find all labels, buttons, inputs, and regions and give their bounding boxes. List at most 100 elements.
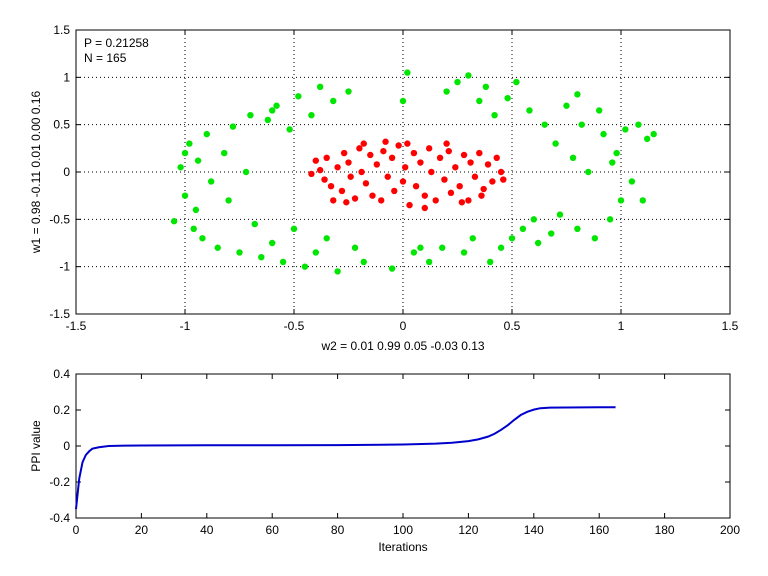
scatter-point	[347, 173, 354, 180]
scatter-point	[410, 149, 418, 157]
scatter-point	[465, 197, 472, 204]
scatter-point	[596, 107, 603, 114]
scatter-point	[556, 211, 564, 218]
scatter-point	[404, 69, 411, 76]
scatter-point	[225, 197, 232, 204]
scatter-point	[192, 206, 200, 214]
scatter-point	[308, 170, 315, 178]
scatter-point	[574, 225, 581, 232]
scatter-point	[421, 192, 428, 199]
scatter-point	[351, 244, 359, 251]
y-tick-label: 0.4	[53, 367, 70, 381]
x-tick-label: 40	[200, 523, 214, 537]
scatter-point	[181, 149, 189, 157]
scatter-point	[563, 102, 570, 109]
scatter-point	[269, 239, 276, 247]
scatter-point	[443, 88, 450, 95]
scatter-point	[186, 140, 193, 147]
x-tick-label: -0.5	[284, 319, 305, 333]
scatter-point	[476, 97, 483, 105]
scatter-point	[421, 204, 428, 212]
scatter-point	[290, 225, 298, 232]
scatter-point	[447, 189, 455, 197]
scatter-point	[382, 138, 389, 145]
scatter-point	[609, 159, 616, 166]
scatter-grid	[76, 30, 730, 314]
x-tick-label: 0	[400, 319, 407, 333]
scatter-point	[330, 197, 337, 204]
ppi-series-line	[75, 406, 616, 510]
scatter-point	[552, 140, 559, 147]
x-tick-label: 160	[589, 523, 609, 537]
scatter-point	[487, 258, 494, 266]
scatter-point	[574, 91, 581, 98]
scatter-point	[203, 130, 210, 138]
scatter-point	[242, 168, 250, 176]
scatter-point	[229, 123, 237, 130]
y-tick-label: 0.2	[53, 403, 70, 417]
scatter-point	[362, 180, 370, 187]
scatter-point	[258, 254, 265, 261]
x-tick-label: 0	[73, 523, 80, 537]
scatter-point	[308, 112, 315, 119]
scatter-point	[425, 258, 433, 266]
x-tick-label: -1.5	[66, 319, 87, 333]
scatter-point	[432, 197, 439, 204]
scatter-point	[613, 149, 620, 157]
scatter-point	[628, 178, 636, 185]
scatter-point	[480, 185, 487, 193]
scatter-point	[378, 197, 385, 204]
scatter-point	[412, 183, 420, 190]
scatter-point	[643, 135, 651, 143]
scatter-point	[650, 130, 657, 138]
scatter-point	[578, 121, 585, 128]
scatter-point	[504, 94, 511, 102]
line-axes: 0 20 40 60 80 100 120 140 160 180 200 -0.4 -0.2 0 0.2 0…	[29, 367, 740, 554]
x-tick-label: 140	[524, 523, 544, 537]
scatter-point	[207, 178, 215, 185]
scatter-point	[367, 151, 374, 159]
scatter-point	[497, 244, 505, 251]
scatter-point	[406, 201, 413, 209]
scatter-point	[569, 154, 577, 161]
scatter-plot-area	[75, 29, 731, 315]
scatter-point	[410, 249, 418, 256]
x-tick-label: 20	[135, 523, 149, 537]
scatter-point	[384, 173, 391, 180]
scatter-point	[221, 149, 228, 157]
x-tick-label: 120	[458, 523, 478, 537]
y-tick-label: -0.5	[49, 212, 70, 226]
scatter-point	[345, 88, 352, 95]
scatter-point	[478, 192, 485, 199]
scatter-point	[469, 235, 476, 242]
scatter-point	[388, 154, 396, 161]
scatter-point	[301, 263, 309, 270]
scatter-point	[639, 197, 646, 204]
scatter-point	[465, 72, 472, 79]
annotation-p: P = 0.21258	[84, 36, 149, 50]
scatter-y-label: w1 = 0.98 -0.11 0.01 0.00 0.16	[29, 91, 43, 255]
y-tick-label: -1.5	[49, 307, 70, 321]
scatter-point	[343, 199, 350, 206]
scatter-point	[360, 140, 367, 147]
scatter-point	[471, 173, 479, 180]
scatter-point	[526, 107, 533, 114]
scatter-point	[534, 239, 542, 247]
scatter-point	[236, 249, 243, 256]
scatter-point	[264, 116, 272, 124]
scatter-point	[482, 83, 490, 91]
scatter-point	[330, 97, 337, 105]
scatter-point	[399, 178, 407, 185]
scatter-point	[295, 93, 302, 100]
scatter-point	[340, 149, 348, 157]
scatter-point	[491, 112, 498, 119]
x-tick-label: 100	[393, 523, 413, 537]
scatter-point	[181, 192, 189, 199]
x-tick-label: 180	[655, 523, 675, 537]
x-tick-label: 60	[266, 523, 280, 537]
scatter-point	[323, 154, 330, 161]
scatter-point	[345, 159, 352, 166]
scatter-point	[497, 168, 505, 176]
scatter-axes: -1.5 -1 -0.5 0 0.5 1 1.5 -1.5 -1 -0.5 0 0.5 1 1.5 P =…	[29, 23, 739, 353]
